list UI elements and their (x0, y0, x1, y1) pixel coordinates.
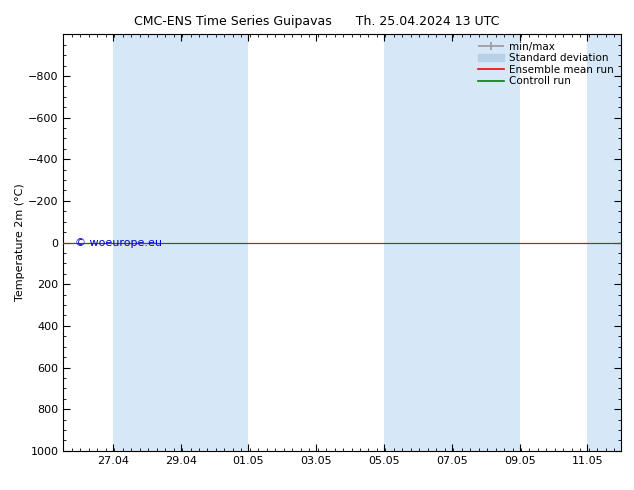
Y-axis label: Temperature 2m (°C): Temperature 2m (°C) (15, 184, 25, 301)
Text: © woeurope.eu: © woeurope.eu (75, 238, 162, 247)
Legend: min/max, Standard deviation, Ensemble mean run, Controll run: min/max, Standard deviation, Ensemble me… (476, 40, 616, 88)
Text: CMC-ENS Time Series Guipavas      Th. 25.04.2024 13 UTC: CMC-ENS Time Series Guipavas Th. 25.04.2… (134, 15, 500, 28)
Bar (181, 34, 249, 451)
Bar (384, 34, 452, 451)
Bar (113, 34, 181, 451)
Bar (588, 34, 621, 451)
Bar (452, 34, 520, 451)
